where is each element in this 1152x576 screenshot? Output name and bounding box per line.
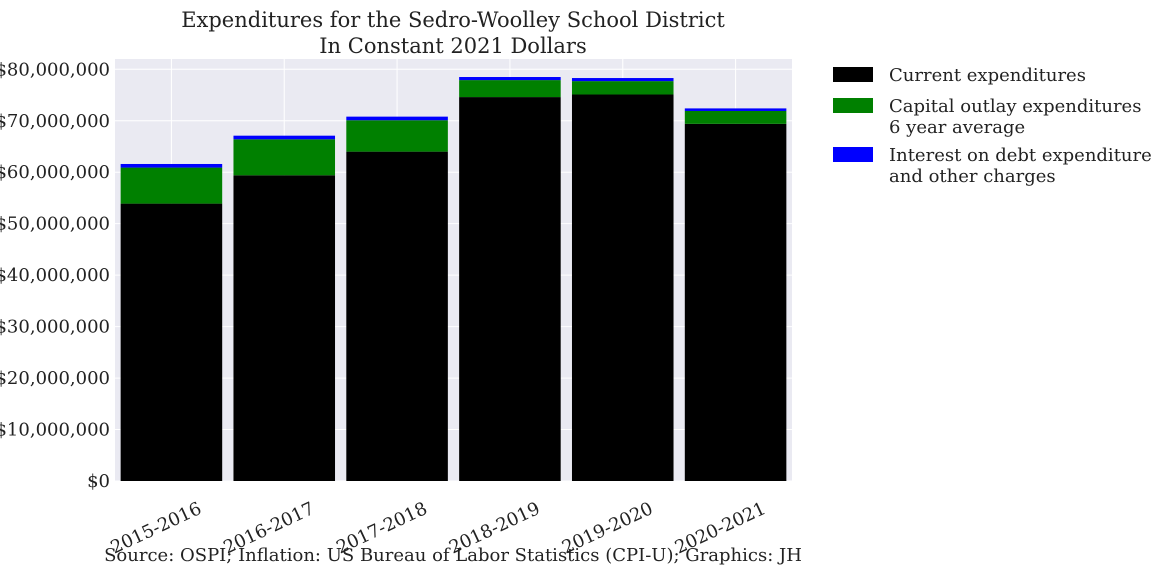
y-tick-label: $60,000,000 xyxy=(0,162,110,183)
y-tick-label: $70,000,000 xyxy=(0,111,110,132)
bar-2019-2020-series-0 xyxy=(571,94,674,481)
bar-2019-2020-series-2 xyxy=(571,78,674,82)
plot-background xyxy=(115,59,792,481)
bar-2020-2021-series-2 xyxy=(684,108,787,111)
bars xyxy=(120,77,787,482)
bar-2018-2019-series-2 xyxy=(459,77,561,81)
bar-2018-2019-series-1 xyxy=(459,80,561,98)
y-tick-label: $10,000,000 xyxy=(0,420,110,441)
chart-title: Expenditures for the Sedro-Woolley Schoo… xyxy=(181,8,725,32)
bar-2017-2018-series-2 xyxy=(346,116,448,121)
bar-2019-2020-series-1 xyxy=(571,81,674,95)
y-tick-label: $50,000,000 xyxy=(0,214,110,235)
bar-2015-2016-series-1 xyxy=(120,167,223,204)
bar-2020-2021-series-0 xyxy=(684,123,787,481)
legend-swatch-1 xyxy=(833,98,873,113)
bar-2016-2017-series-2 xyxy=(233,135,336,140)
y-tick-label: $30,000,000 xyxy=(0,317,110,338)
y-tick-label: $20,000,000 xyxy=(0,368,110,389)
bar-2017-2018-series-0 xyxy=(346,151,448,481)
bar-2015-2016-series-0 xyxy=(120,203,223,482)
legend-swatch-0 xyxy=(833,67,873,82)
bar-2016-2017-series-0 xyxy=(233,175,336,481)
chart-subtitle: In Constant 2021 Dollars xyxy=(319,34,586,58)
source-note: Source: OSPI; Inflation: US Bureau of La… xyxy=(104,545,802,566)
y-tick-label: $0 xyxy=(87,471,110,492)
y-tick-label: $80,000,000 xyxy=(0,59,110,80)
legend-label-2: Interest on debt expenditures and other c… xyxy=(889,145,1152,187)
bar-2016-2017-series-1 xyxy=(233,139,336,176)
legend: Current expenditures Capital outlay expen… xyxy=(833,65,1152,187)
bar-2015-2016-series-2 xyxy=(120,163,223,168)
legend-label-1: Capital outlay expenditures 6 year averag… xyxy=(889,96,1141,138)
y-axis: $0 $10,000,000 $20,000,000 $30,000,000 $40,0… xyxy=(0,59,110,492)
bar-2020-2021-series-1 xyxy=(684,110,787,124)
y-tick-label: $40,000,000 xyxy=(0,265,110,286)
legend-label-0: Current expenditures xyxy=(889,65,1086,86)
legend-swatch-2 xyxy=(833,147,873,162)
bar-2017-2018-series-1 xyxy=(346,120,448,152)
bar-2018-2019-series-0 xyxy=(459,97,561,482)
